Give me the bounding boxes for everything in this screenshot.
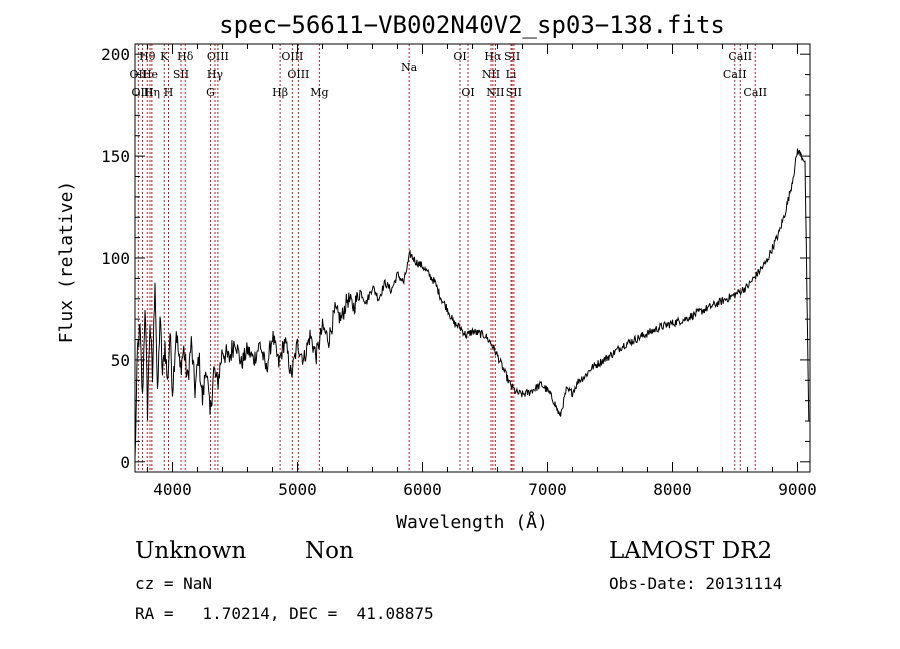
- line-label: OIII: [207, 50, 229, 63]
- spectrum-line: [134, 148, 810, 459]
- obs-date: Obs-Date: 20131114: [609, 574, 783, 593]
- x-tick-label: 4000: [153, 480, 192, 499]
- x-tick-label: 5000: [278, 480, 317, 499]
- line-label: He: [142, 68, 158, 81]
- line-label: NII: [486, 86, 504, 99]
- line-label: OIII: [131, 86, 153, 99]
- line-label: CaII: [728, 50, 752, 63]
- line-label: SII: [173, 68, 189, 81]
- line-label: K: [160, 50, 169, 63]
- y-tick-label: 50: [111, 351, 130, 370]
- x-axis-label: Wavelength (Å): [396, 511, 548, 533]
- survey-label: LAMOST DR2: [609, 538, 773, 564]
- line-label: Hη: [144, 86, 160, 99]
- line-label: Hα: [484, 50, 502, 63]
- line-label: Hβ: [272, 86, 288, 99]
- cz-value: cz = NaN: [135, 574, 213, 593]
- x-tick-label: 9000: [778, 480, 817, 499]
- line-label: Hγ: [207, 68, 224, 81]
- x-axis: 4000 5000 6000 7000 8000 9000: [147, 44, 817, 499]
- line-label: OIII: [287, 68, 309, 81]
- line-label: Hθ: [139, 50, 156, 63]
- y-axis: 0 50 100 150 200: [101, 45, 810, 472]
- y-tick-label: 200: [101, 45, 130, 64]
- line-label: Li: [506, 68, 517, 81]
- line-label: OI: [461, 86, 474, 99]
- x-tick-label: 8000: [653, 480, 692, 499]
- y-tick-label: 100: [101, 249, 130, 268]
- line-label: CaII: [723, 68, 747, 81]
- line-label: OIII: [281, 50, 303, 63]
- coordinates: RA = 1.70214, DEC = 41.08875: [135, 604, 434, 623]
- plot-frame: [134, 43, 811, 473]
- x-tick-label: 6000: [403, 480, 442, 499]
- line-label: OI: [453, 50, 466, 63]
- y-tick-label: 150: [101, 147, 130, 166]
- line-label: G: [206, 86, 215, 99]
- line-label: H: [164, 86, 174, 99]
- x-tick-label: 7000: [528, 480, 567, 499]
- line-label: CaII: [743, 86, 767, 99]
- y-tick-label: 0: [120, 453, 130, 472]
- y-axis-label: Flux (relative): [56, 181, 77, 344]
- chart-title: spec−56611−VB002N40V2_sp03−138.fits: [219, 11, 725, 39]
- line-label: Mg: [310, 86, 328, 99]
- line-label: Hδ: [177, 50, 194, 63]
- object-class: Unknown: [135, 538, 247, 564]
- object-subclass: Non: [305, 538, 354, 564]
- line-label: SII: [504, 50, 520, 63]
- line-label: SII: [506, 86, 522, 99]
- line-label: NII: [482, 68, 500, 81]
- line-label: Na: [401, 61, 418, 74]
